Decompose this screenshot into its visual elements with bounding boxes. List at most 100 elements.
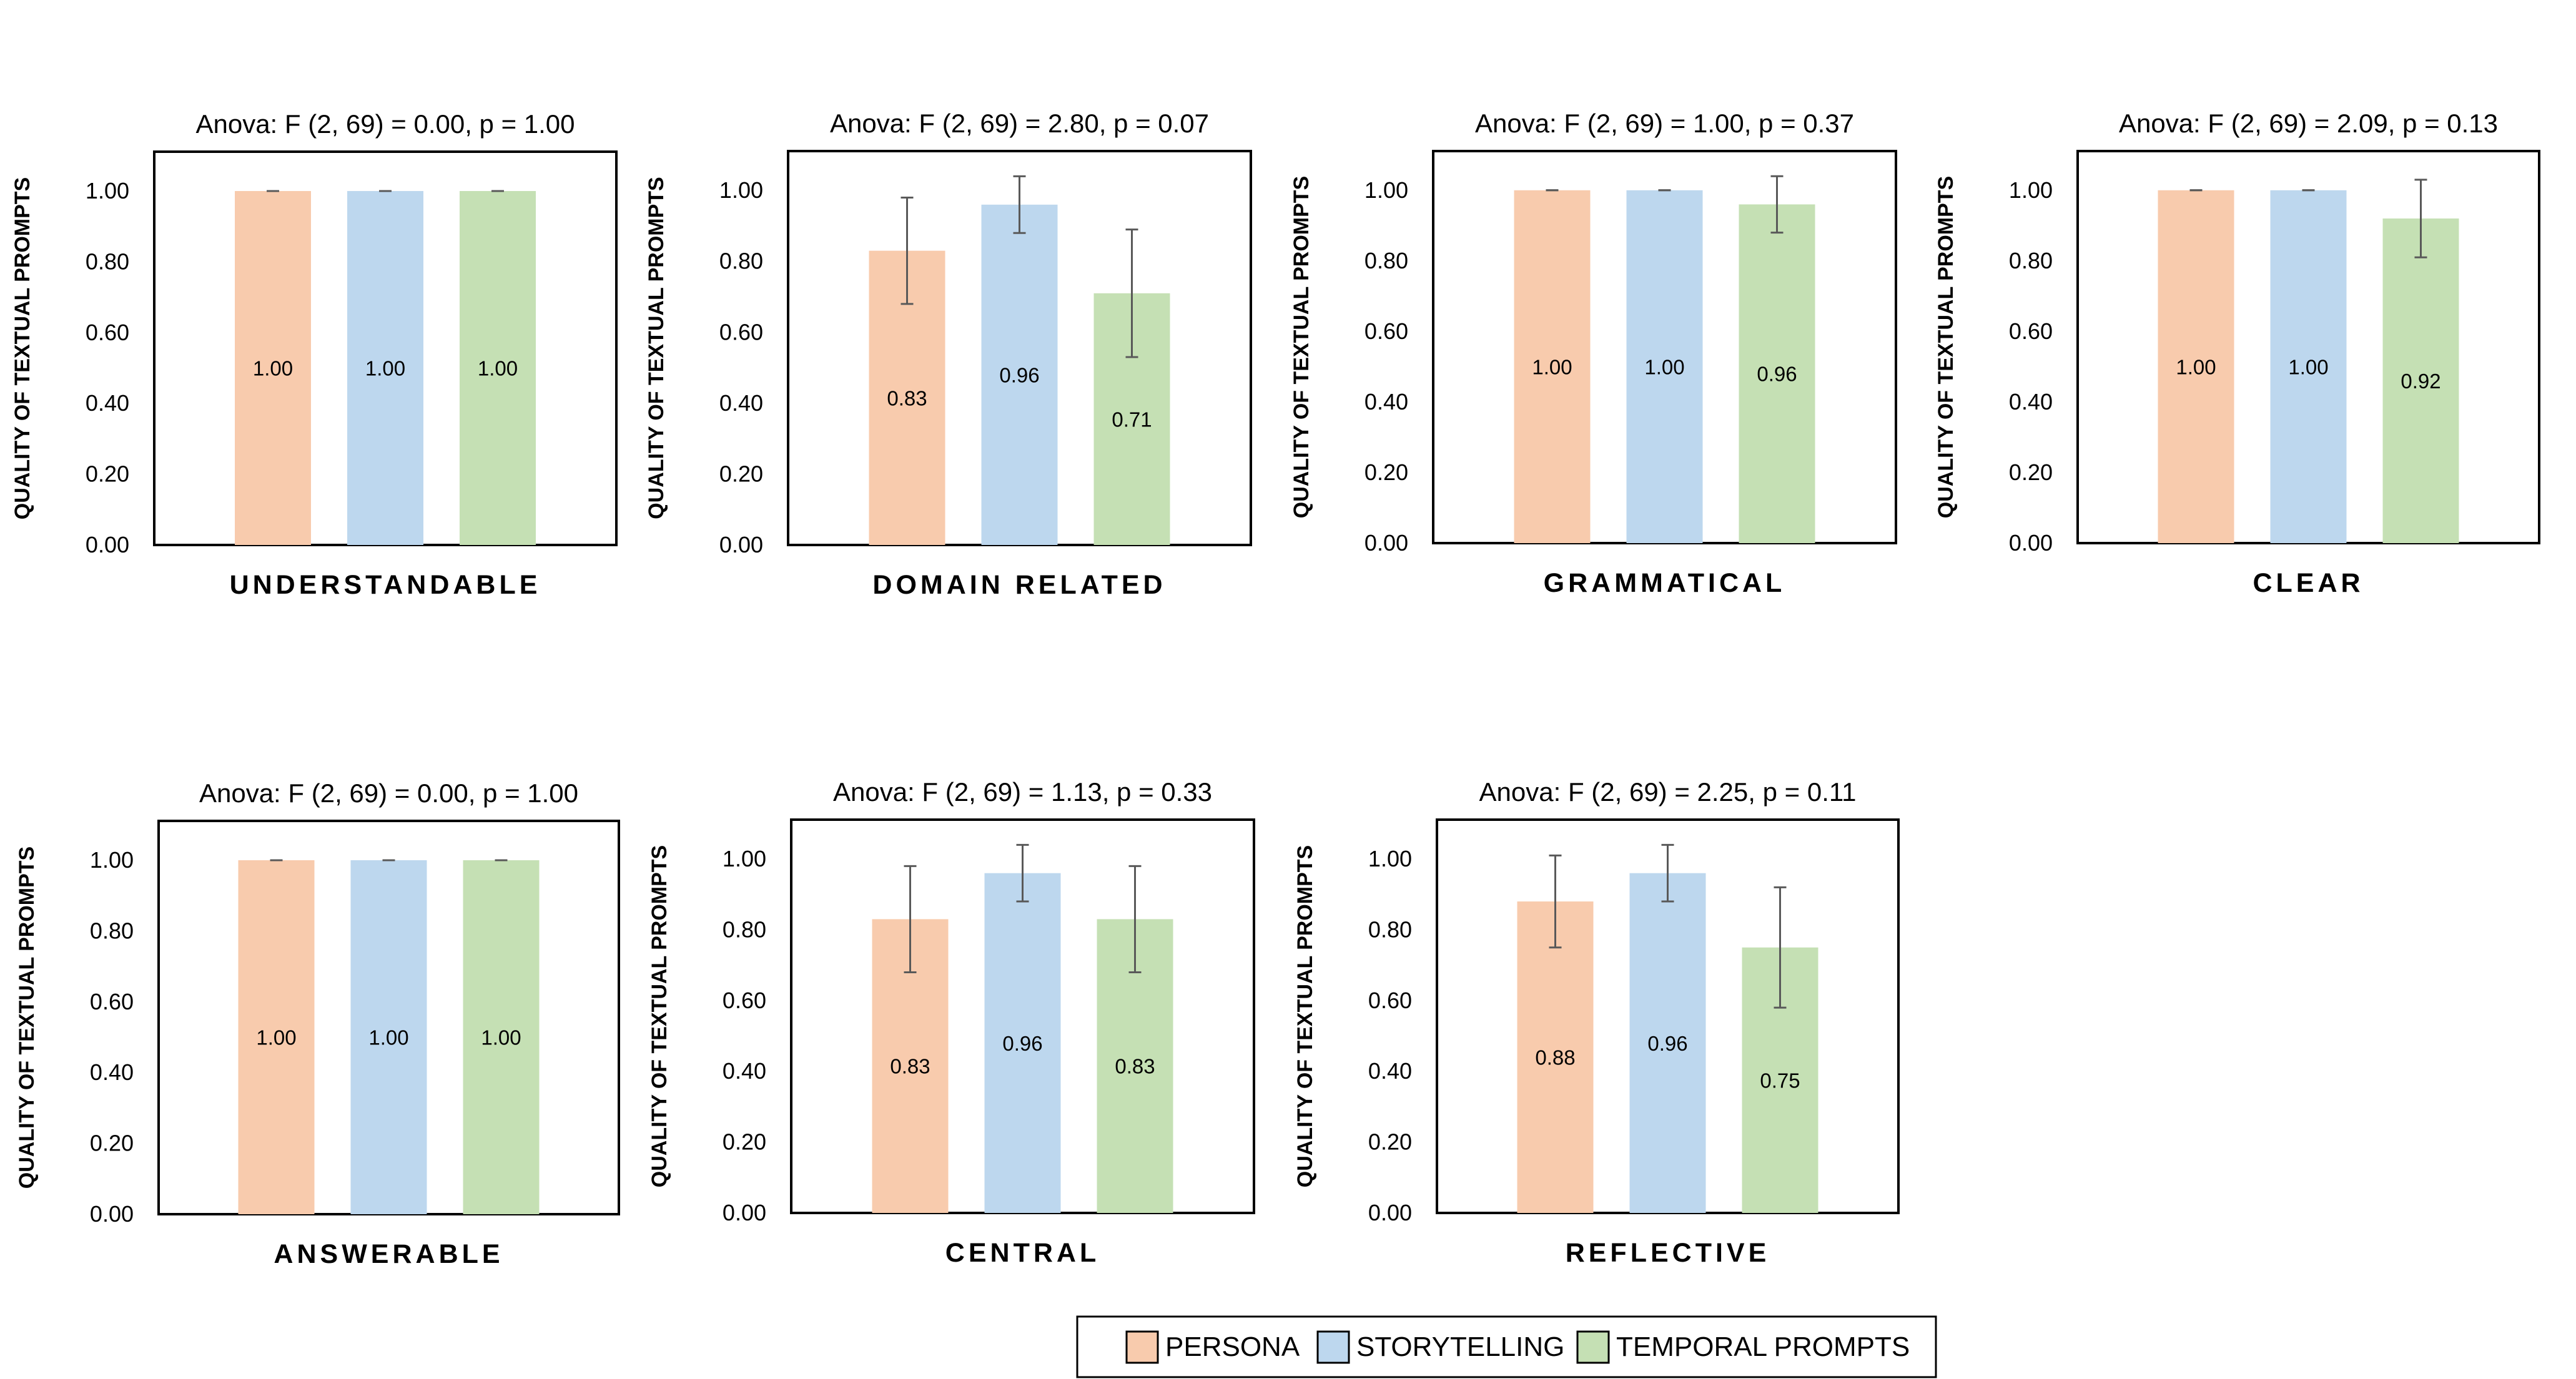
data-label: 1.00: [478, 357, 518, 380]
bar: [238, 860, 315, 1214]
y-tick-label: 0.80: [2009, 248, 2053, 273]
data-label: 0.83: [887, 386, 927, 410]
y-tick-label: 0.40: [723, 1058, 766, 1084]
data-label: 0.88: [1535, 1046, 1575, 1069]
y-tick-label: 0.80: [1368, 916, 1412, 942]
y-tick-label: 1.00: [1368, 846, 1412, 871]
y-tick-label: 0.60: [2009, 318, 2053, 344]
data-label: 1.00: [368, 1026, 408, 1049]
y-tick-label: 0.20: [2009, 459, 2053, 485]
y-tick-label: 0.40: [1364, 389, 1408, 415]
chart-title: Anova: F (2, 69) = 0.00, p = 1.00: [195, 109, 575, 139]
y-axis-label: QUALITY OF TEXTUAL PROMPTS: [11, 177, 34, 519]
x-axis-label: UNDERSTANDABLE: [230, 570, 541, 600]
y-tick-label: 0.20: [86, 461, 129, 487]
x-axis-label: ANSWERABLE: [274, 1239, 503, 1269]
bar: [1629, 873, 1706, 1213]
chart-panel: Anova: F (2, 69) = 2.80, p = 0.07 0.00 0.2…: [644, 109, 1252, 600]
data-label: 1.00: [253, 357, 293, 380]
y-tick-label: 1.00: [723, 846, 766, 871]
bar: [460, 191, 536, 545]
y-tick-label: 0.80: [1364, 248, 1408, 273]
chart-title: Anova: F (2, 69) = 1.13, p = 0.33: [833, 777, 1212, 807]
chart-title: Anova: F (2, 69) = 2.80, p = 0.07: [830, 109, 1209, 138]
y-axis-label: QUALITY OF TEXTUAL PROMPTS: [15, 847, 39, 1189]
legend-label-storytelling: STORYTELLING: [1356, 1332, 1564, 1362]
y-tick-label: 0.80: [90, 918, 134, 943]
y-tick-label: 0.20: [1364, 459, 1408, 485]
y-tick-label: 0.40: [86, 390, 129, 416]
y-tick-label: 0.60: [723, 988, 766, 1013]
y-tick-label: 1.00: [2009, 177, 2053, 203]
bar: [1517, 901, 1594, 1213]
y-tick-label: 0.00: [90, 1201, 134, 1227]
data-label: 1.00: [256, 1026, 296, 1049]
bar: [984, 873, 1061, 1213]
legend-label-temporal-prompts: TEMPORAL PROMPTS: [1616, 1332, 1910, 1362]
y-tick-label: 1.00: [719, 177, 763, 203]
bar: [1626, 190, 1703, 543]
y-tick-label: 0.60: [1368, 988, 1412, 1013]
data-label: 0.83: [1115, 1055, 1155, 1078]
data-label: 0.96: [1647, 1032, 1687, 1055]
data-label: 0.83: [890, 1055, 930, 1078]
chart-panel: Anova: F (2, 69) = 2.25, p = 0.11 0.00 0.2…: [1293, 777, 1900, 1268]
y-axis-label: QUALITY OF TEXTUAL PROMPTS: [648, 845, 671, 1187]
chart-panel: Anova: F (2, 69) = 1.13, p = 0.33 0.00 0.2…: [648, 777, 1255, 1268]
x-axis-label: DOMAIN RELATED: [872, 570, 1166, 600]
y-axis-label: QUALITY OF TEXTUAL PROMPTS: [1293, 845, 1317, 1187]
y-tick-label: 0.00: [1368, 1200, 1412, 1225]
chart-panels: Anova: F (2, 69) = 0.00, p = 1.00 0.00 0.2…: [11, 109, 2540, 1269]
bar: [350, 860, 427, 1214]
data-label: 0.92: [2401, 370, 2440, 393]
data-label: 0.96: [1002, 1032, 1042, 1055]
y-tick-label: 0.00: [719, 532, 763, 557]
legend-swatch-temporal-prompts: [1576, 1330, 1610, 1364]
chart-panel: Anova: F (2, 69) = 0.00, p = 1.00 0.00 0.2…: [11, 109, 618, 600]
x-axis-label: CLEAR: [2253, 568, 2364, 598]
y-tick-label: 1.00: [90, 847, 134, 873]
y-axis-label: QUALITY OF TEXTUAL PROMPTS: [1934, 176, 1958, 518]
data-label: 0.71: [1112, 408, 1152, 431]
bar: [463, 860, 540, 1214]
legend-swatch-persona: [1125, 1330, 1159, 1364]
y-axis-label: QUALITY OF TEXTUAL PROMPTS: [644, 177, 668, 519]
y-tick-label: 0.40: [90, 1059, 134, 1085]
data-label: 1.00: [365, 357, 405, 380]
y-tick-label: 0.60: [90, 989, 134, 1014]
bar: [1514, 190, 1591, 543]
data-label: 1.00: [1644, 355, 1684, 378]
data-label: 1.00: [481, 1026, 521, 1049]
y-tick-label: 0.60: [86, 320, 129, 345]
bar: [2382, 218, 2459, 543]
y-tick-label: 0.00: [86, 532, 129, 557]
y-tick-label: 0.80: [719, 248, 763, 274]
y-tick-label: 0.40: [719, 390, 763, 416]
data-label: 0.96: [1757, 363, 1797, 386]
y-tick-label: 0.40: [2009, 389, 2053, 415]
y-tick-label: 0.40: [1368, 1058, 1412, 1084]
legend-label-persona: PERSONA: [1165, 1332, 1300, 1362]
chart-title: Anova: F (2, 69) = 1.00, p = 0.37: [1475, 109, 1854, 138]
data-label: 0.96: [999, 363, 1039, 386]
chart-title: Anova: F (2, 69) = 2.09, p = 0.13: [2119, 109, 2498, 138]
legend: PERSONA STORYTELLING TEMPORAL PROMPTS: [1076, 1315, 1937, 1378]
bar: [2158, 190, 2234, 543]
y-tick-label: 0.00: [1364, 530, 1408, 556]
legend-swatch-storytelling: [1316, 1330, 1350, 1364]
y-tick-label: 0.20: [90, 1131, 134, 1156]
y-tick-label: 0.20: [719, 461, 763, 486]
y-tick-label: 0.00: [2009, 530, 2053, 556]
y-tick-label: 0.00: [723, 1200, 766, 1225]
bar: [347, 191, 423, 545]
bar: [981, 204, 1058, 545]
y-axis-label: QUALITY OF TEXTUAL PROMPTS: [1290, 176, 1313, 518]
legend-frame: [1076, 1315, 1937, 1378]
bar: [1739, 204, 1815, 544]
y-tick-label: 1.00: [86, 178, 129, 204]
data-label: 1.00: [2176, 355, 2216, 378]
bar: [235, 191, 311, 545]
y-tick-label: 0.20: [1368, 1129, 1412, 1155]
chart-title: Anova: F (2, 69) = 2.25, p = 0.11: [1479, 777, 1857, 807]
